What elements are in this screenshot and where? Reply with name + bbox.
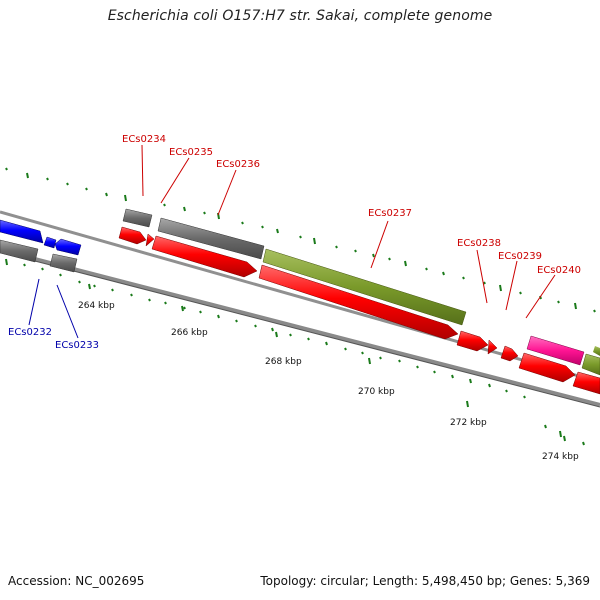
gene-label: ECs0233 bbox=[55, 340, 99, 351]
cds-arrow bbox=[487, 339, 498, 355]
gene-label: ECs0238 bbox=[457, 238, 501, 249]
gene-feature bbox=[526, 335, 585, 366]
gene-label: ECs0234 bbox=[122, 134, 166, 145]
cds-arrow bbox=[500, 345, 519, 362]
gene-label: ECs0236 bbox=[216, 159, 260, 170]
accession-label: Accession: NC_002695 bbox=[8, 574, 145, 588]
scale-label: 272 kbp bbox=[450, 418, 487, 428]
cds-arrow bbox=[518, 352, 576, 383]
cds-arrow bbox=[572, 371, 600, 395]
label-leaders-forward bbox=[141, 144, 556, 319]
map-title: Escherichia coli O157:H7 str. Sakai, com… bbox=[107, 8, 493, 24]
gene-label: ECs0237 bbox=[368, 208, 412, 219]
scale-label: 274 kbp bbox=[542, 452, 579, 462]
gene-label: ECs0240 bbox=[537, 265, 581, 276]
gene-label: ECs0239 bbox=[498, 251, 542, 262]
scale-label: 264 kbp bbox=[78, 301, 115, 311]
gene-feature bbox=[122, 208, 153, 228]
gene-track-reverse bbox=[0, 239, 78, 273]
cds-arrow bbox=[54, 238, 82, 256]
gc-skew-track-upper bbox=[5, 167, 596, 313]
scale-label: 266 kbp bbox=[171, 328, 208, 338]
cds-track-reverse bbox=[0, 219, 82, 256]
gene-feature bbox=[49, 253, 78, 273]
cds-track-forward bbox=[118, 226, 600, 395]
gene-track-forward bbox=[122, 208, 600, 376]
sequence-backbone bbox=[0, 210, 600, 408]
gene-label: ECs0235 bbox=[169, 147, 213, 158]
gene-feature bbox=[262, 248, 467, 326]
cds-arrow bbox=[0, 219, 44, 244]
gene-feature bbox=[593, 346, 600, 356]
cds-arrow bbox=[145, 233, 155, 247]
label-leaders-reverse bbox=[28, 278, 79, 339]
scale-ticks bbox=[88, 283, 562, 438]
scale-label: 268 kbp bbox=[265, 357, 302, 367]
gc-skew-track-lower bbox=[5, 258, 585, 446]
cds-arrow bbox=[151, 235, 258, 278]
cds-arrow bbox=[43, 236, 57, 249]
gene-feature bbox=[0, 239, 39, 263]
scale-label: 270 kbp bbox=[358, 387, 395, 397]
gene-feature bbox=[581, 353, 600, 376]
gene-feature bbox=[157, 217, 265, 260]
cds-arrow bbox=[118, 226, 147, 245]
gene-label: ECs0232 bbox=[8, 327, 52, 338]
genome-summary: Topology: circular; Length: 5,498,450 bp… bbox=[260, 574, 590, 588]
cds-arrow bbox=[456, 330, 489, 352]
cds-arrow bbox=[258, 264, 459, 340]
